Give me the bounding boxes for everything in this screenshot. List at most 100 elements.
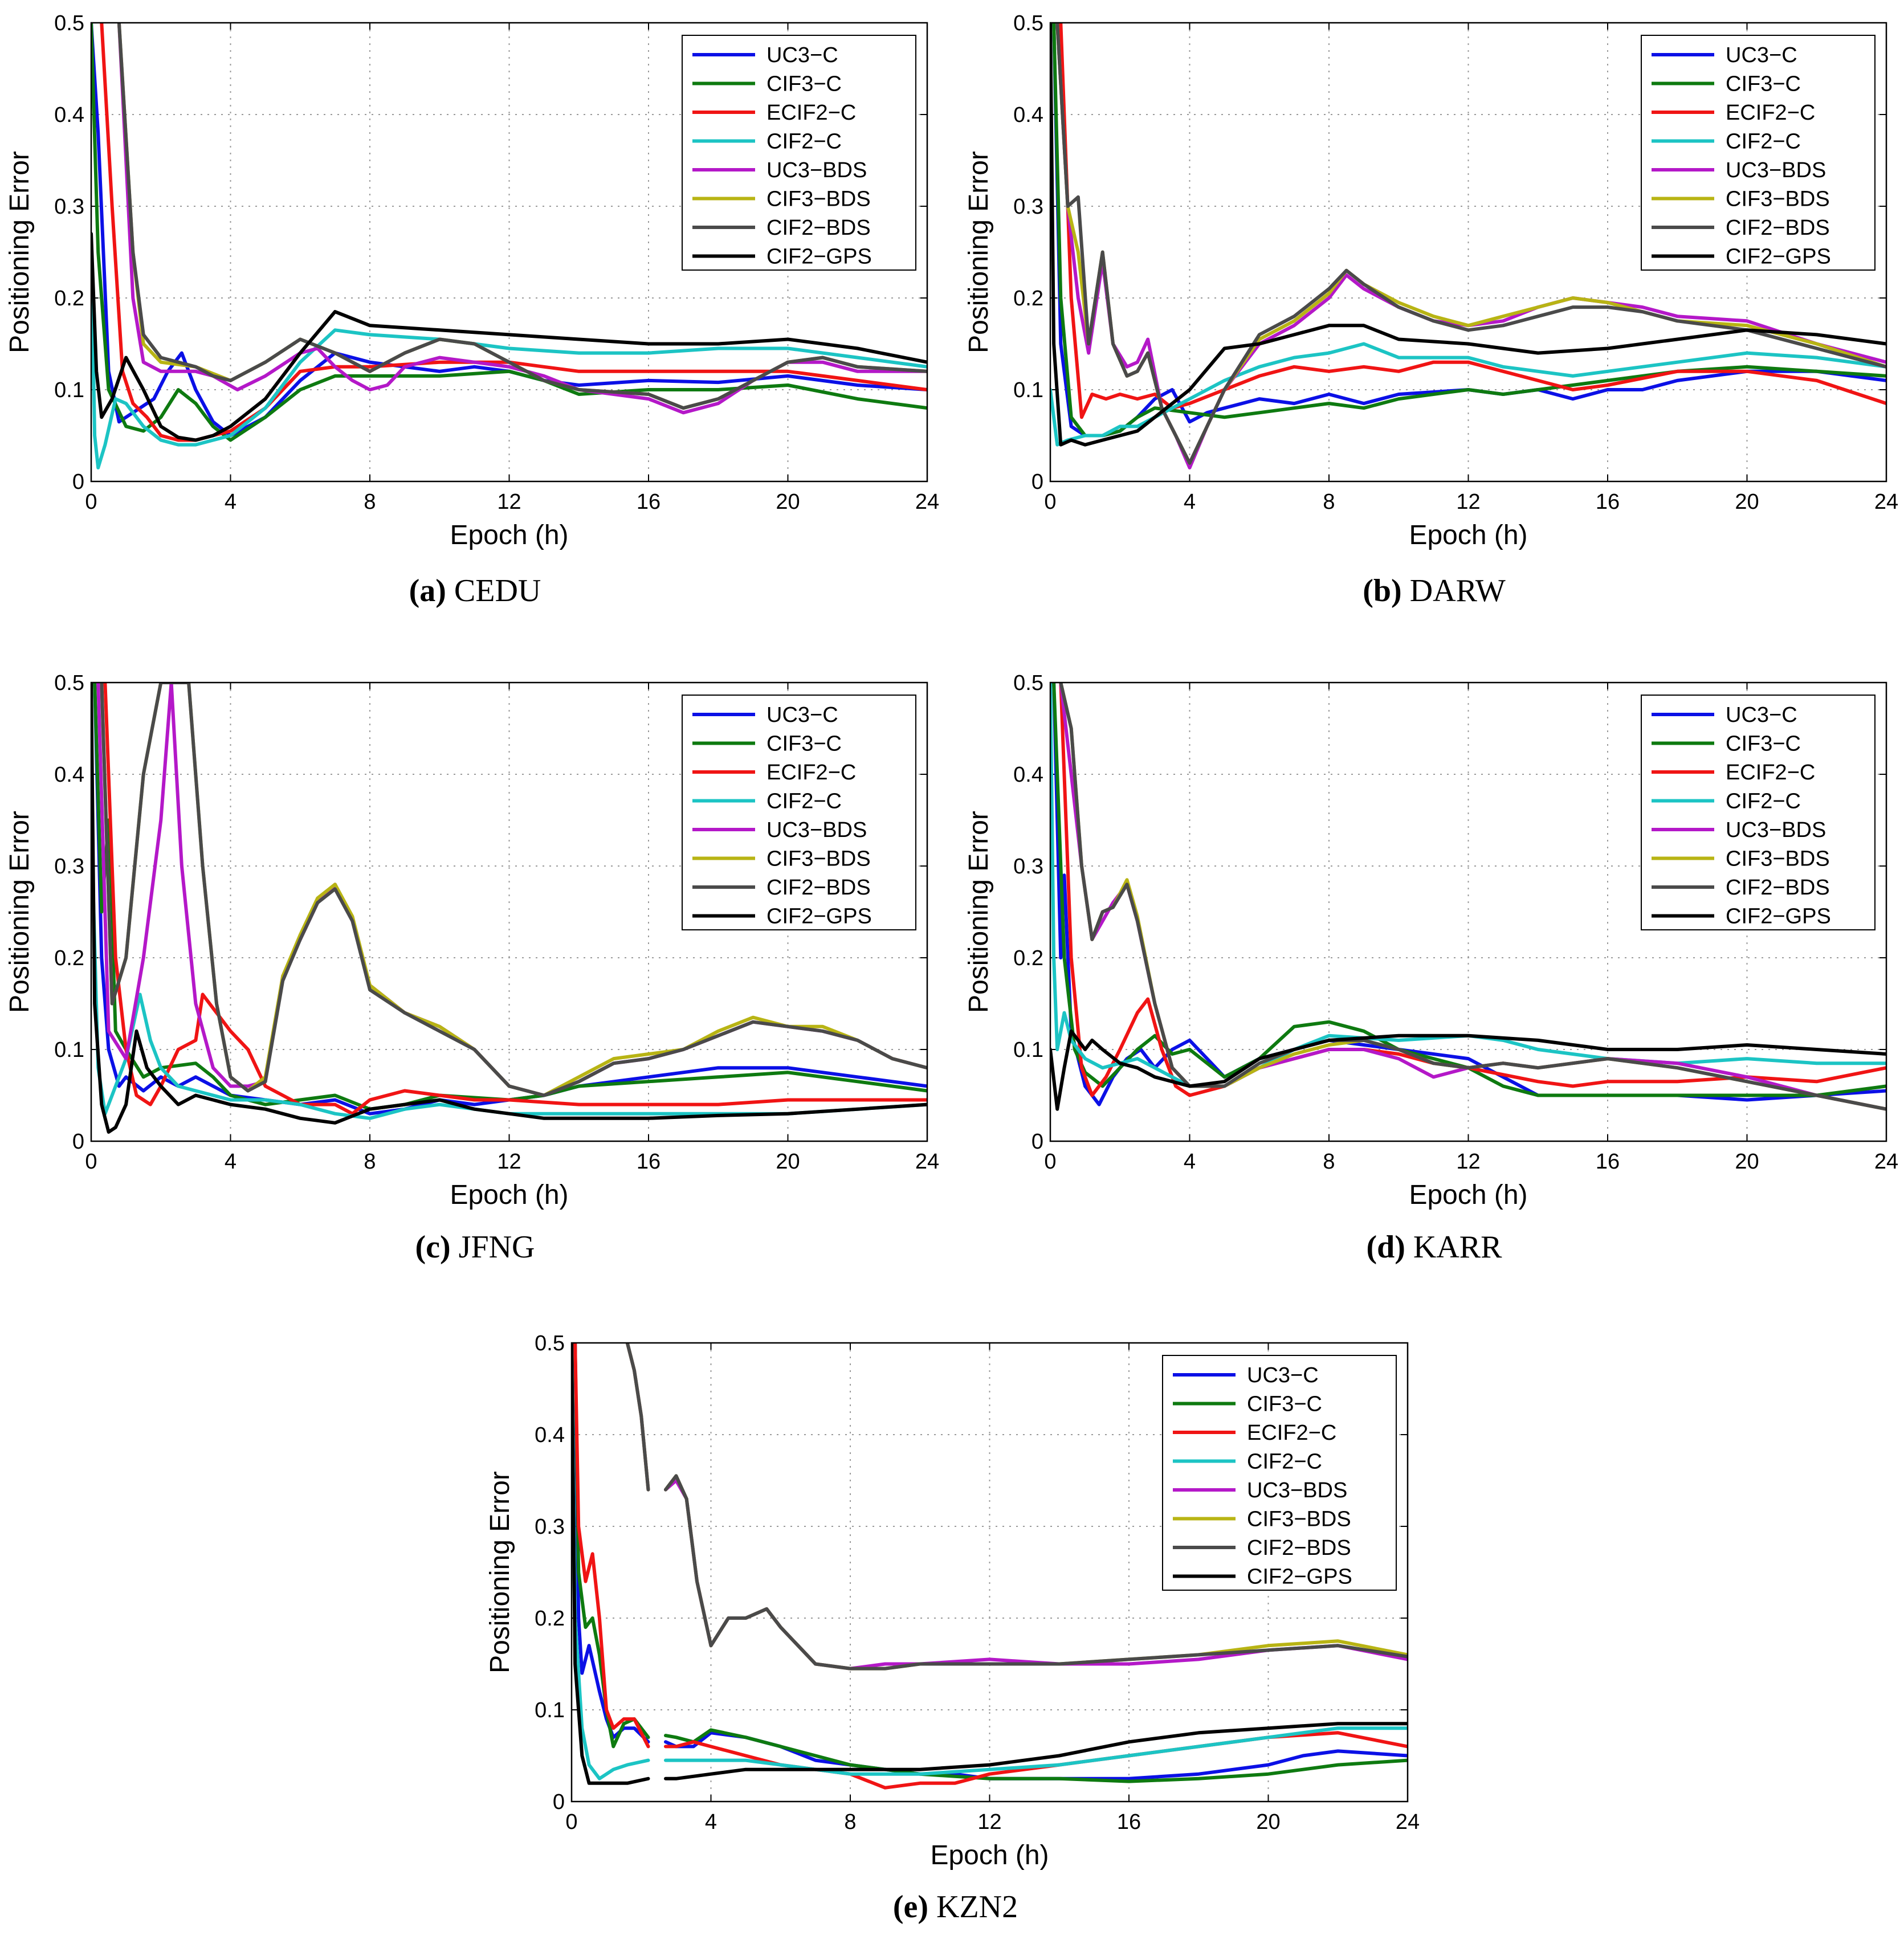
y-tick-label: 0.5	[1013, 11, 1043, 35]
legend-entry: CIF2−BDS	[1726, 876, 1830, 900]
series-group	[572, 1343, 1408, 1790]
x-tick-label: 24	[1396, 1810, 1420, 1834]
series-line	[1050, 23, 1886, 447]
y-tick-label: 0.1	[54, 378, 84, 402]
series-line	[93, 683, 927, 1116]
x-tick-label: 20	[1256, 1810, 1280, 1834]
legend-entry: CIF2−GPS	[767, 245, 872, 269]
legend-entry: UC3−BDS	[767, 158, 867, 182]
y-tick-label: 0.4	[1013, 763, 1043, 787]
legend-entry: CIF2−BDS	[1247, 1536, 1351, 1560]
chart-a: 0 4 8 12 16 20 24 0 0.1 0.2 0.3 0.4 0.5 Epoch (h) Posi…	[5, 11, 939, 608]
x-tick-label: 16	[1596, 490, 1620, 514]
caption-letter: (e)	[893, 1889, 928, 1925]
x-axis-label: Epoch (h)	[450, 1180, 568, 1210]
legend-entry: CIF3−C	[1247, 1392, 1322, 1416]
legend-entry: CIF2−C	[1247, 1450, 1322, 1474]
x-tick-label: 16	[1117, 1810, 1141, 1834]
plot-frame	[1049, 22, 1887, 483]
y-tick-label: 0.4	[54, 103, 84, 127]
y-tick-label: 0.3	[1013, 855, 1043, 879]
series-line	[1050, 1029, 1886, 1111]
chart-b: 0 4 8 12 16 20 24 0 0.1 0.2 0.3 0.4 0.5 Epoch (h) Posi…	[964, 11, 1898, 608]
legend-entry: CIF2−GPS	[1247, 1565, 1352, 1589]
legend-entry: UC3−C	[1726, 43, 1797, 67]
caption-station-name: KZN2	[928, 1889, 1018, 1925]
caption-station-name: DARW	[1402, 573, 1506, 608]
x-tick-label: 0	[1044, 490, 1056, 514]
legend-entry: ECIF2−C	[1726, 101, 1815, 125]
x-tick-label: 12	[1456, 1150, 1480, 1174]
x-tick-label: 4	[225, 1150, 237, 1174]
plot-frame	[90, 22, 928, 483]
series-line	[100, 23, 927, 442]
caption-letter: (c)	[415, 1230, 451, 1265]
x-tick-label: 24	[1874, 1150, 1898, 1174]
legend-entry: CIF3−BDS	[1726, 847, 1830, 871]
y-tick-label: 0.2	[1013, 946, 1043, 970]
legend-box	[1641, 695, 1876, 930]
legend-entry: CIF2−BDS	[767, 876, 871, 900]
y-tick-label: 0.5	[54, 671, 84, 695]
x-tick-label: 8	[364, 490, 376, 514]
y-tick-label: 0	[72, 470, 84, 494]
legend-entry: CIF2−GPS	[1726, 905, 1831, 929]
chart-d: 0 4 8 12 16 20 24 0 0.1 0.2 0.3 0.4 0.5 Epoch (h) Posi…	[964, 671, 1898, 1265]
series-group	[1050, 23, 1886, 469]
y-tick-label: 0.3	[54, 195, 84, 219]
legend-entry: ECIF2−C	[767, 761, 856, 785]
y-tick-label: 0.4	[54, 763, 84, 787]
y-tick-label: 0.3	[1013, 195, 1043, 219]
legend-entry: ECIF2−C	[1726, 761, 1815, 785]
plot-frame	[90, 681, 928, 1142]
y-tick-label: 0.5	[535, 1332, 565, 1355]
x-axis-label: Epoch (h)	[450, 520, 568, 550]
series-line	[1055, 23, 1886, 465]
caption-station-name: KARR	[1405, 1230, 1502, 1265]
legend-entry: CIF3−C	[1726, 72, 1801, 96]
series-group	[1050, 683, 1886, 1111]
legend-box	[682, 695, 916, 930]
x-tick-label: 4	[705, 1810, 717, 1834]
x-tick-label: 16	[637, 490, 661, 514]
y-tick-label: 0.1	[1013, 1038, 1043, 1062]
chart-caption: (e) KZN2	[893, 1889, 1018, 1925]
x-tick-label: 24	[915, 490, 939, 514]
series-line	[117, 23, 927, 410]
legend: UC3−C CIF3−C ECIF2−C CIF2−C UC3−BDS CIF3−BDS C…	[1641, 35, 1876, 271]
legend-entry: UC3−BDS	[767, 818, 867, 842]
x-tick-label: 0	[1044, 1150, 1056, 1174]
x-tick-label: 8	[364, 1150, 376, 1174]
x-tick-label: 4	[1184, 1150, 1196, 1174]
x-tick-label: 12	[977, 1810, 1001, 1834]
y-axis-label: Positioning Error	[5, 811, 35, 1013]
legend: UC3−C CIF3−C ECIF2−C CIF2−C UC3−BDS CIF3−BDS C…	[682, 35, 916, 271]
legend-entry: CIF2−GPS	[1726, 245, 1831, 269]
x-tick-label: 20	[776, 490, 800, 514]
legend: UC3−C CIF3−C ECIF2−C CIF2−C UC3−BDS CIF3−BDS C…	[1162, 1355, 1397, 1591]
legend-entry: CIF3−C	[767, 72, 842, 96]
chart-c: 0 4 8 12 16 20 24 0 0.1 0.2 0.3 0.4 0.5 Epoch (h) Posi…	[5, 671, 939, 1265]
legend-box	[1641, 35, 1876, 271]
legend-entry: CIF3−BDS	[1247, 1508, 1351, 1531]
y-tick-label: 0.3	[54, 855, 84, 879]
x-tick-label: 16	[1596, 1150, 1620, 1174]
series-group	[91, 23, 927, 469]
x-tick-label: 12	[1456, 490, 1480, 514]
series-line	[572, 1343, 1408, 1785]
x-tick-label: 24	[915, 1150, 939, 1174]
y-tick-label: 0.4	[535, 1423, 565, 1447]
legend: UC3−C CIF3−C ECIF2−C CIF2−C UC3−BDS CIF3−BDS C…	[682, 695, 916, 930]
series-line	[1059, 23, 1886, 419]
series-line	[625, 1343, 1408, 1671]
caption-station-name: JFNG	[451, 1230, 535, 1265]
legend-entry: CIF2−C	[1726, 130, 1801, 154]
series-line	[1059, 683, 1886, 1111]
legend-entry: CIF2−C	[1726, 790, 1801, 814]
x-tick-label: 24	[1874, 490, 1898, 514]
y-axis-label: Positioning Error	[964, 811, 994, 1013]
x-axis-label: Epoch (h)	[1409, 520, 1527, 550]
y-tick-label: 0.1	[535, 1698, 565, 1722]
series-line	[91, 232, 927, 469]
